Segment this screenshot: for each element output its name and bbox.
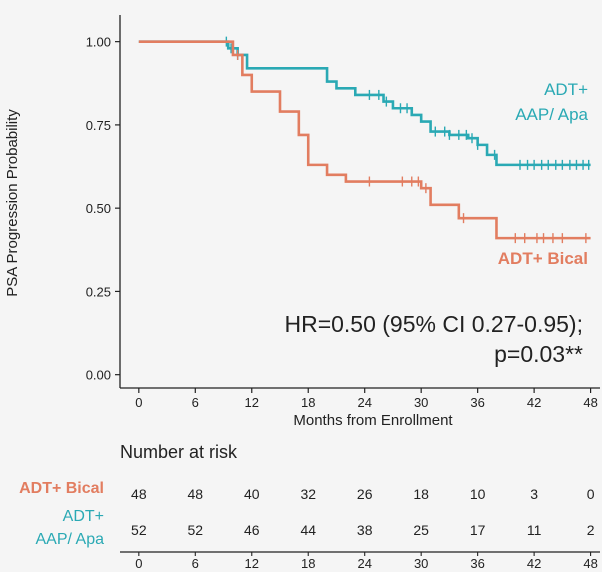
risk-tick-label: 18 <box>301 556 315 571</box>
series-labels: ADT+ AAP/ Apa ADT+ Bical <box>498 80 589 268</box>
risk-count: 25 <box>413 522 429 538</box>
x-tick-label: 36 <box>470 395 484 410</box>
series-label-adt-aap-apa: AAP/ Apa <box>515 105 588 124</box>
x-ticks: 0 6 12 18 24 30 36 42 48 <box>135 388 598 410</box>
y-tick-label: 0.50 <box>86 201 111 216</box>
km-plot: 0.00 0.25 0.50 0.75 1.00 0 6 12 18 24 30 36 42 48 PS… <box>4 15 600 429</box>
risk-count: 40 <box>244 486 260 502</box>
x-tick-label: 24 <box>357 395 371 410</box>
x-tick-label: 12 <box>245 395 259 410</box>
x-tick-label: 6 <box>192 395 199 410</box>
risk-count: 32 <box>300 486 316 502</box>
y-tick-label: 0.75 <box>86 118 111 133</box>
risk-count: 46 <box>244 522 260 538</box>
series-label-adt-aap-apa: ADT+ <box>544 80 588 99</box>
risk-count: 3 <box>530 486 538 502</box>
x-tick-label: 30 <box>414 395 428 410</box>
risk-count: 17 <box>470 522 486 538</box>
survival-curve-adt-aap-apa <box>138 40 591 167</box>
risk-count: 10 <box>470 486 486 502</box>
risk-table: Number at risk ADT+ Bical ADT+ AAP/ Apa 48… <box>19 442 600 571</box>
risk-tick-label: 0 <box>135 556 142 571</box>
risk-count: 44 <box>300 522 316 538</box>
x-tick-label: 42 <box>527 395 541 410</box>
x-tick-label: 0 <box>135 395 142 410</box>
risk-row-labels: ADT+ Bical ADT+ AAP/ Apa <box>19 480 104 548</box>
x-tick-label: 48 <box>583 395 597 410</box>
risk-tick-label: 12 <box>245 556 259 571</box>
risk-values: 48 48 40 32 26 18 10 3 0 52 52 46 44 38 25 17 11 2 <box>131 486 595 538</box>
risk-tick-label: 6 <box>192 556 199 571</box>
survival-curves <box>138 36 591 244</box>
y-axis-label: PSA Progression Probability <box>4 109 21 297</box>
risk-count: 52 <box>188 522 204 538</box>
risk-tick-label: 30 <box>414 556 428 571</box>
risk-count: 52 <box>131 522 147 538</box>
hazard-ratio-annotation: HR=0.50 (95% CI 0.27-0.95); <box>284 311 583 337</box>
x-axis-label: Months from Enrollment <box>293 412 453 429</box>
risk-count: 0 <box>587 486 595 502</box>
risk-row-label: ADT+ <box>63 508 104 525</box>
y-tick-label: 0.25 <box>86 284 111 299</box>
risk-table-title: Number at risk <box>120 442 238 462</box>
risk-count: 2 <box>587 522 595 538</box>
y-ticks: 0.00 0.25 0.50 0.75 1.00 <box>86 35 120 383</box>
risk-tick-label: 36 <box>470 556 484 571</box>
risk-count: 11 <box>527 522 542 538</box>
p-value-annotation: p=0.03** <box>494 341 583 367</box>
risk-row-label: AAP/ Apa <box>36 531 105 548</box>
risk-row-label: ADT+ Bical <box>19 480 104 497</box>
y-tick-label: 0.00 <box>86 368 111 383</box>
risk-count: 38 <box>357 522 373 538</box>
risk-tick-label: 24 <box>357 556 371 571</box>
survival-curve-adt-bical <box>138 40 591 240</box>
risk-tick-label: 42 <box>527 556 541 571</box>
x-tick-label: 18 <box>301 395 315 410</box>
risk-count: 26 <box>357 486 373 502</box>
risk-count: 18 <box>413 486 429 502</box>
y-tick-label: 1.00 <box>86 35 111 50</box>
risk-count: 48 <box>131 486 147 502</box>
risk-tick-label: 48 <box>583 556 597 571</box>
risk-table-x-ticks: 0 6 12 18 24 30 36 42 48 <box>135 552 598 571</box>
series-label-adt-bical: ADT+ Bical <box>498 249 588 268</box>
risk-count: 48 <box>188 486 204 502</box>
